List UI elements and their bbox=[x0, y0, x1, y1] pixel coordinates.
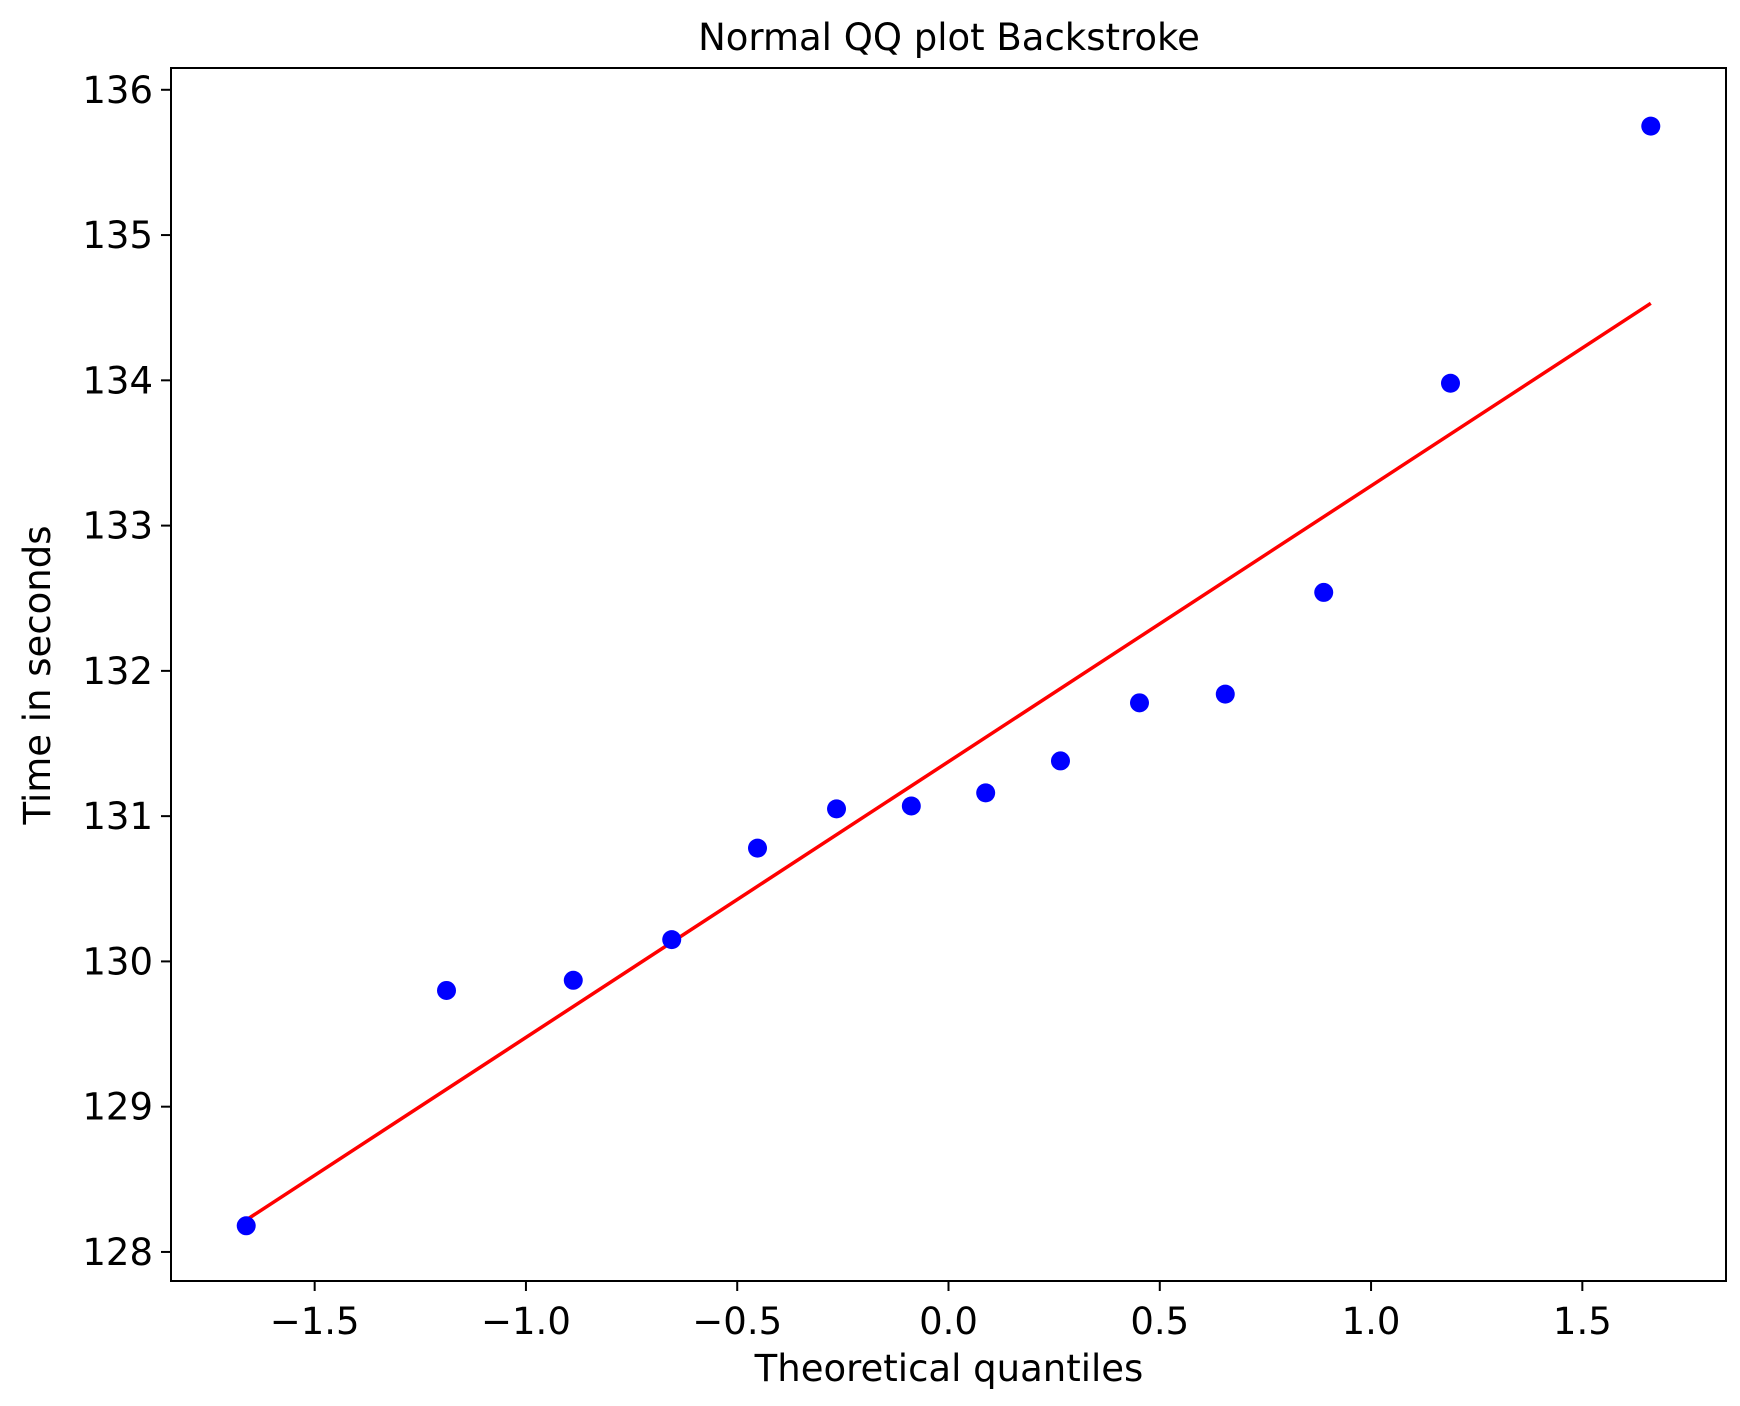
data-point bbox=[901, 796, 921, 816]
x-tick-label: −0.5 bbox=[692, 1300, 782, 1343]
x-tick-label: −1.5 bbox=[270, 1300, 360, 1343]
data-point bbox=[437, 980, 457, 1000]
data-point bbox=[563, 970, 583, 990]
x-tick-label: 1.0 bbox=[1342, 1300, 1401, 1343]
data-point bbox=[748, 838, 768, 858]
y-tick-label: 129 bbox=[82, 1086, 153, 1129]
y-tick-label: 135 bbox=[82, 214, 153, 257]
x-tick-label: 1.5 bbox=[1553, 1300, 1612, 1343]
data-point bbox=[1050, 751, 1070, 771]
data-point bbox=[1129, 693, 1149, 713]
data-point bbox=[827, 799, 847, 819]
data-point bbox=[662, 930, 682, 950]
axes-frame bbox=[170, 67, 1727, 1282]
data-point bbox=[1440, 373, 1460, 393]
y-tick-label: 134 bbox=[82, 359, 153, 402]
y-axis-title: Time in seconds bbox=[16, 525, 59, 825]
y-tick-label: 131 bbox=[82, 795, 153, 838]
data-point bbox=[1641, 116, 1661, 136]
x-tick-label: 0.5 bbox=[1130, 1300, 1189, 1343]
x-tick-label: −1.0 bbox=[481, 1300, 571, 1343]
y-tick-label: 133 bbox=[82, 505, 153, 548]
x-axis-title: Theoretical quantiles bbox=[754, 1347, 1144, 1390]
chart-title: Normal QQ plot Backstroke bbox=[698, 16, 1200, 59]
x-tick-label: 0.0 bbox=[919, 1300, 978, 1343]
plot-area: −1.5 −1.0 −0.5 0.0 0.5 1.0 1.5 128 129 130 131 132 1… bbox=[82, 67, 1727, 1343]
fit-line bbox=[245, 301, 1652, 1222]
data-point bbox=[976, 783, 996, 803]
y-tick-label: 132 bbox=[82, 650, 153, 693]
y-tick-label: 128 bbox=[82, 1231, 153, 1274]
y-tick-label: 130 bbox=[82, 940, 153, 983]
y-tick-label: 136 bbox=[82, 69, 153, 112]
data-point bbox=[1314, 582, 1334, 602]
data-point bbox=[1215, 684, 1235, 704]
data-point bbox=[236, 1216, 256, 1236]
